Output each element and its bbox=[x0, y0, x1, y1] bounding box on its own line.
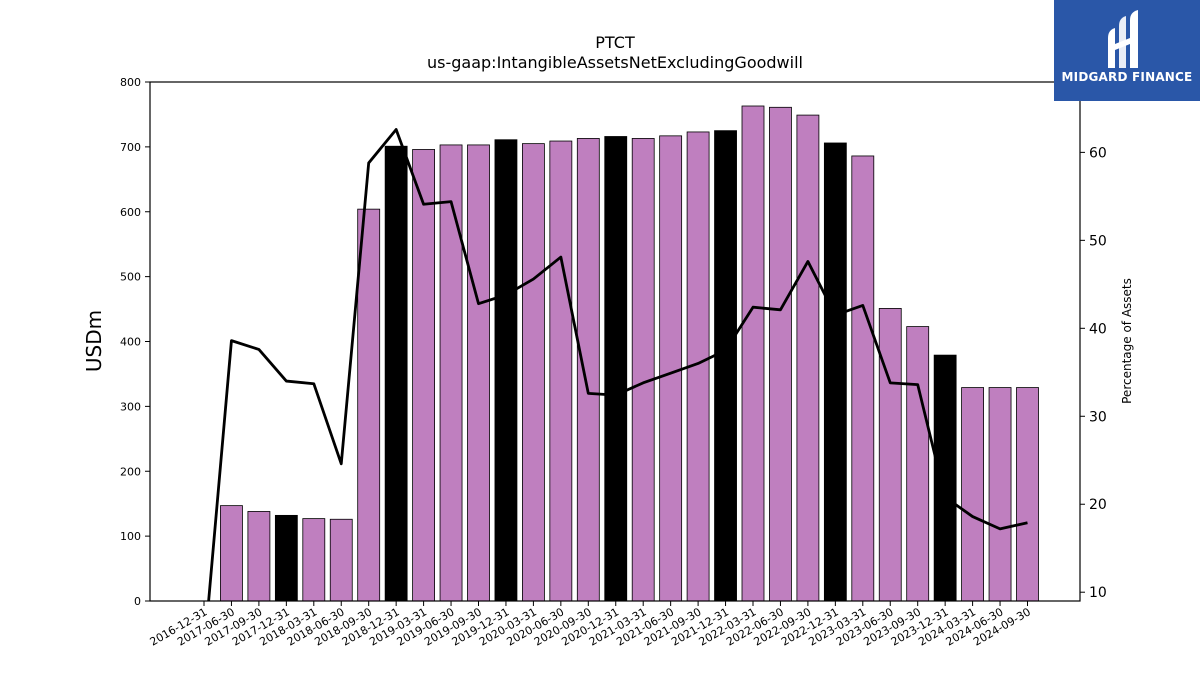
logo-mark-icon bbox=[1108, 10, 1138, 68]
bar-2022-12-31 bbox=[823, 142, 847, 602]
y-tick-label: 400 bbox=[120, 336, 141, 349]
bar-2024-03-31 bbox=[961, 387, 984, 602]
bar-2023-12-31 bbox=[933, 354, 957, 602]
bar-2024-09-30 bbox=[1016, 387, 1039, 602]
y-tick-label: 100 bbox=[120, 530, 141, 543]
bar-2021-12-31 bbox=[714, 130, 737, 602]
y2-tick-label: 30 bbox=[1089, 409, 1107, 425]
bar-2023-03-31 bbox=[851, 155, 875, 602]
bar-2022-06-30 bbox=[769, 106, 792, 602]
bar-2019-09-30 bbox=[467, 144, 490, 602]
y-tick-label: 800 bbox=[120, 76, 141, 89]
chart-title: PTCT bbox=[595, 33, 635, 52]
bar-2017-12-31 bbox=[274, 514, 298, 602]
bar-2022-09-30 bbox=[796, 114, 820, 602]
bar-2017-06-30 bbox=[220, 505, 243, 602]
bar-2017-09-30 bbox=[247, 511, 271, 602]
bar-2020-12-31 bbox=[604, 136, 628, 602]
bar-2021-06-30 bbox=[659, 135, 683, 602]
bar-2023-09-30 bbox=[906, 326, 930, 602]
y-tick-label: 700 bbox=[120, 141, 141, 154]
y-axis-label: USDm bbox=[82, 310, 106, 372]
y-tick-label: 500 bbox=[120, 271, 141, 284]
y-tick-label: 600 bbox=[120, 206, 141, 219]
y2-tick-label: 10 bbox=[1089, 585, 1107, 601]
y-tick-label: 300 bbox=[120, 400, 141, 413]
bar-2018-09-30 bbox=[357, 208, 381, 602]
y2-tick-label: 20 bbox=[1089, 497, 1107, 513]
logo-text: MIDGARD FINANCE bbox=[1061, 70, 1193, 84]
bar-2018-12-31 bbox=[384, 145, 408, 602]
y2-tick-label: 50 bbox=[1089, 233, 1107, 249]
y-tick-label: 200 bbox=[120, 465, 141, 478]
bar-2022-03-31 bbox=[741, 105, 765, 602]
bar-2023-06-30 bbox=[878, 308, 902, 602]
bar-2021-03-31 bbox=[631, 138, 655, 602]
midgard-finance-logo: MIDGARD FINANCE bbox=[1054, 0, 1200, 101]
bar-2018-03-31 bbox=[302, 518, 326, 602]
bar-2020-03-31 bbox=[522, 143, 545, 602]
bar-2020-09-30 bbox=[576, 138, 600, 602]
percentage-series-line bbox=[207, 128, 1028, 601]
y2-tick-label: 60 bbox=[1089, 145, 1107, 161]
y2-tick-label: 40 bbox=[1089, 321, 1107, 337]
bar-2018-06-30 bbox=[329, 518, 353, 602]
bar-2019-03-31 bbox=[412, 149, 436, 602]
y2-axis-label: Percentage of Assets bbox=[1120, 278, 1134, 404]
percentage-line bbox=[207, 128, 1028, 601]
y-tick-label: 0 bbox=[134, 595, 141, 608]
bar-2024-06-30 bbox=[988, 387, 1012, 602]
bar-2020-06-30 bbox=[549, 140, 573, 602]
chart-subtitle: us-gaap:IntangibleAssetsNetExcludingGood… bbox=[427, 53, 803, 72]
bars bbox=[220, 105, 1039, 602]
bar-2019-06-30 bbox=[439, 144, 463, 602]
bar-2019-12-31 bbox=[494, 139, 518, 602]
